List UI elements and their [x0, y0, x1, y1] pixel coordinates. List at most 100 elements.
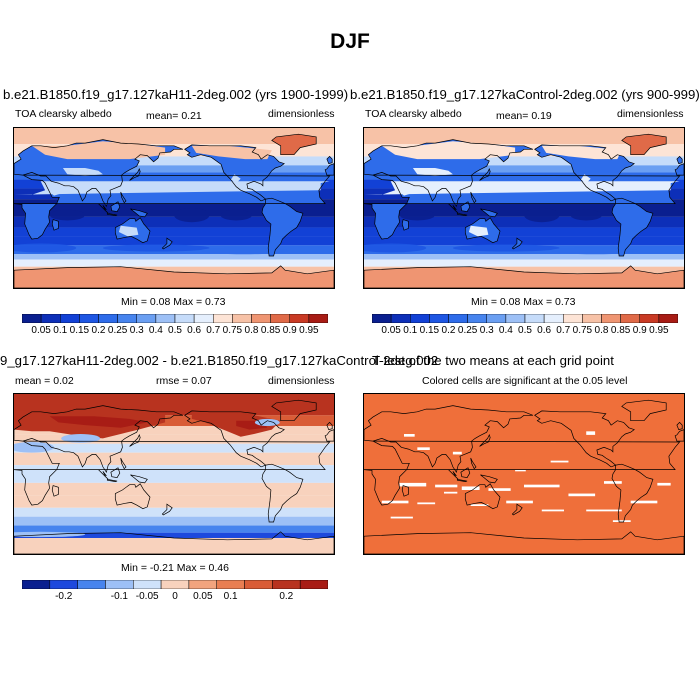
- diff-colorbar-segment-5: [160, 580, 190, 589]
- diff-band-1: [14, 415, 334, 426]
- colorbar-tick-label: 0.8: [594, 325, 609, 336]
- colorbar-tick-label: 0.5: [168, 325, 182, 336]
- albedo-band-8: [14, 216, 334, 228]
- ttest-nonsignificant-cell-16: [586, 431, 596, 435]
- colorbar-tick-label: 0.6: [187, 325, 202, 336]
- land-antarctica: [364, 265, 684, 288]
- land-europe_w: [675, 163, 684, 176]
- diff-band-9: [14, 507, 334, 517]
- diff-colorbar-tick-label: -0.2: [55, 591, 73, 602]
- panel2-colorbar: 0.05 0.1 0.15 0.2 0.25 0.3 0.4 0.5 0.6 0.7 0.75 0.8…: [372, 314, 678, 338]
- ttest-nonsignificant-cell-2: [461, 486, 480, 490]
- albedo-band-3: [364, 165, 684, 173]
- ttest-nonsignificant-cell-22: [390, 516, 413, 519]
- colorbar-tick-label: 0.5: [518, 325, 532, 336]
- land-sumatra_ext: [452, 205, 457, 211]
- diff-colorbar-segment-8: [244, 580, 273, 589]
- colorbar-segment-13: [620, 314, 640, 323]
- ttest-nonsignificant-cell-8: [381, 500, 409, 504]
- colorbar-segment-4: [98, 314, 118, 323]
- land-greenland: [271, 133, 317, 156]
- colorbar-segment-5: [117, 314, 137, 323]
- panel1-title: b.e21.B1850.f19_g17.127kaH11-2deg.002 (y…: [3, 87, 349, 102]
- diff-colorbar-tick-label: -0.1: [110, 591, 128, 602]
- colorbar-tick-label: 0.7: [556, 325, 571, 336]
- albedo-snow-0: [381, 141, 516, 160]
- colorbar-segment-15: [658, 314, 678, 323]
- albedo-snow-1: [191, 145, 272, 160]
- ttest-fill: [364, 394, 684, 554]
- land-antarctica: [14, 531, 334, 554]
- diff-colorbar-segment-2: [77, 580, 106, 589]
- land-borneo: [460, 201, 470, 212]
- albedo-ocean-patch-0: [524, 208, 560, 223]
- panel2-minmax: Min = 0.08 Max = 0.73: [471, 296, 576, 308]
- diff-negative-0: [61, 434, 101, 443]
- land-samerica: [611, 463, 654, 523]
- land-eurasia: [14, 405, 184, 474]
- ttest-nonsignificant-cell-9: [417, 502, 436, 505]
- land-newguinea: [130, 208, 148, 217]
- panel2-map: [363, 127, 685, 289]
- diff-band-4: [14, 443, 334, 453]
- colorbar-segment-3: [429, 314, 449, 323]
- land-africa: [364, 440, 681, 506]
- colorbar-segment-2: [410, 314, 430, 323]
- albedo-bright-land-3: [118, 225, 139, 237]
- ttest-nonsignificant-cell-13: [417, 447, 430, 450]
- diff-hotter-0: [49, 416, 148, 428]
- land-australia: [464, 217, 501, 244]
- panel4-subtitle: Colored cells are significant at the 0.0…: [422, 375, 628, 387]
- land-madagascar: [52, 219, 59, 231]
- land-japan: [129, 167, 141, 181]
- albedo-snow-1: [541, 145, 622, 160]
- colorbar-tick-label: 0.15: [69, 325, 90, 336]
- diff-band-10: [14, 516, 334, 526]
- ttest-nonsignificant-cell-7: [630, 500, 658, 504]
- albedo-band-10: [364, 236, 684, 246]
- land-europe_w: [674, 429, 684, 442]
- albedo-ocean-patch-7: [550, 247, 640, 255]
- colorbar-segment-9: [543, 314, 564, 323]
- colorbar-tick-label: 0.95: [649, 325, 669, 336]
- diff-colorbar-segment-10: [299, 580, 328, 589]
- colorbar-tick-label: 0.85: [260, 325, 281, 336]
- colorbar-segment-0: [372, 314, 392, 323]
- land-madagascar: [401, 219, 409, 231]
- albedo-ocean-patch-7: [200, 247, 290, 255]
- albedo-band-9: [14, 227, 334, 237]
- albedo-bright-land-0: [14, 181, 330, 195]
- colorbar-segment-0: [22, 314, 42, 323]
- diff-band-5: [14, 452, 334, 466]
- ttest-nonsignificant-cell-0: [399, 482, 427, 487]
- colorbar-segment-6: [136, 314, 157, 323]
- diff-negative-2: [14, 442, 54, 453]
- panel2-variable: TOA clearsky albedo: [365, 108, 462, 120]
- colorbar-segment-7: [505, 314, 526, 323]
- albedo-band-13: [14, 259, 334, 267]
- colorbar-tick-label: 0.1: [403, 325, 418, 336]
- colorbar-tick-label: 0.85: [610, 325, 631, 336]
- albedo-ocean-patch-5: [364, 243, 427, 253]
- albedo-band-2: [14, 156, 334, 166]
- land-indonesia2: [456, 478, 468, 482]
- diff-colorbar-segment-1: [49, 580, 78, 589]
- colorbar-tick-label: 0.2: [441, 325, 456, 336]
- colorbar-tick-label: 0.75: [572, 325, 593, 336]
- colorbar-segment-6: [486, 314, 507, 323]
- diff-band-7: [14, 482, 334, 496]
- colorbar-segment-12: [601, 314, 621, 323]
- colorbar-segment-9: [193, 314, 214, 323]
- colorbar-tick-label: 0.1: [53, 325, 68, 336]
- colorbar-segment-8: [174, 314, 195, 323]
- albedo-bright-land-0: [364, 181, 680, 195]
- diff-band-13: [14, 538, 334, 554]
- land-greenland: [621, 399, 667, 422]
- colorbar-tick-label: 0.9: [282, 325, 297, 336]
- land-europe_w: [324, 429, 334, 442]
- albedo-ocean-patch-5: [14, 243, 77, 253]
- land-indonesia1: [98, 203, 109, 214]
- albedo-snow-0: [31, 141, 166, 160]
- colorbar-tick-label: 0.7: [206, 325, 221, 336]
- land-australia: [114, 483, 151, 510]
